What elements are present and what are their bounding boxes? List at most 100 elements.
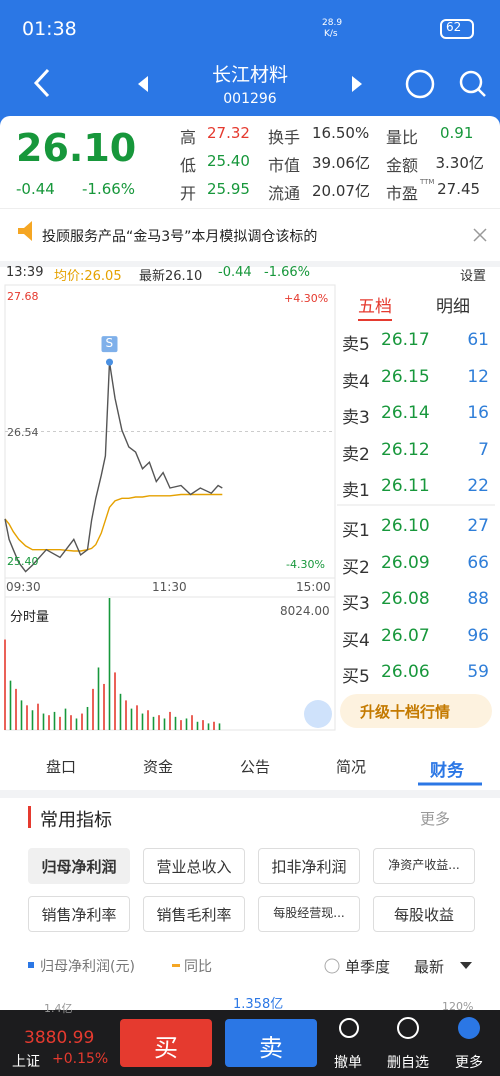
battery: 62 bbox=[446, 20, 462, 34]
book-tab[interactable]: 五档 bbox=[358, 297, 392, 317]
field-value: 20.07亿 bbox=[312, 182, 370, 200]
chip-label[interactable]: 销售毛利率 bbox=[156, 906, 232, 924]
period-select[interactable]: 最新 bbox=[414, 958, 445, 976]
search-icon[interactable] bbox=[459, 70, 483, 94]
book-side: 买3 bbox=[342, 594, 370, 615]
chip-label[interactable]: 扣非净利润 bbox=[271, 858, 347, 876]
volume-bar bbox=[37, 703, 39, 730]
volume-bar bbox=[81, 713, 83, 730]
field-value: 0.91 bbox=[439, 124, 474, 142]
chip-label[interactable]: 归母净利润 bbox=[41, 858, 117, 876]
volume-bar bbox=[147, 710, 149, 730]
marker-label: S bbox=[105, 336, 114, 351]
book-tab[interactable]: 明细 bbox=[436, 297, 470, 317]
sell-label[interactable]: 卖 bbox=[259, 1034, 283, 1062]
book-price: 26.15 bbox=[381, 366, 430, 387]
chart-header-change: -0.44 bbox=[218, 265, 252, 280]
cancel-icon[interactable] bbox=[339, 1018, 359, 1038]
volume-bar bbox=[191, 715, 193, 730]
dropdown-icon[interactable] bbox=[460, 962, 472, 969]
tab[interactable]: 资金 bbox=[143, 758, 174, 776]
chip[interactable] bbox=[258, 896, 360, 932]
prev-icon[interactable] bbox=[138, 76, 148, 92]
book-price: 26.07 bbox=[381, 625, 430, 646]
field-label: 量比 bbox=[386, 128, 419, 147]
price-line bbox=[4, 361, 223, 573]
chip-label[interactable]: 销售净利率 bbox=[41, 906, 117, 924]
more-link[interactable]: 更多 bbox=[420, 810, 451, 828]
volume-bar bbox=[174, 716, 177, 730]
chip[interactable] bbox=[143, 848, 245, 884]
volume-bar bbox=[180, 720, 182, 730]
field-value: 25.40 bbox=[207, 152, 250, 170]
chip[interactable] bbox=[373, 848, 475, 884]
field-value: 25.95 bbox=[207, 180, 250, 198]
action-label[interactable]: 撤单 bbox=[334, 1055, 362, 1071]
buy-button[interactable] bbox=[120, 1019, 212, 1067]
section-title: 常用指标 bbox=[40, 810, 112, 831]
chip[interactable] bbox=[258, 848, 360, 884]
book-volume: 22 bbox=[467, 476, 489, 497]
next-icon[interactable] bbox=[352, 76, 362, 92]
book-side: 卖1 bbox=[342, 481, 370, 502]
chip-label[interactable]: 净资产收益... bbox=[388, 858, 460, 872]
book-volume: 66 bbox=[467, 552, 489, 573]
y-tick-label: 27.68 bbox=[7, 290, 39, 303]
sell-button[interactable] bbox=[225, 1019, 317, 1067]
pct-label: -4.30% bbox=[286, 558, 325, 571]
pct-label: +4.30% bbox=[284, 292, 329, 305]
action-label[interactable]: 更多 bbox=[455, 1055, 483, 1071]
marker-dot bbox=[106, 358, 113, 366]
close-icon[interactable] bbox=[473, 228, 487, 242]
upgrade-button[interactable] bbox=[340, 694, 492, 728]
book-side: 买1 bbox=[342, 521, 370, 541]
tab[interactable]: 公告 bbox=[240, 758, 271, 776]
axis-label: 120% bbox=[442, 1000, 474, 1013]
volume-bar bbox=[103, 683, 105, 730]
remove-icon[interactable] bbox=[397, 1017, 419, 1039]
more-icon[interactable] bbox=[458, 1017, 480, 1039]
volume-bar bbox=[86, 706, 89, 730]
volume-bar bbox=[185, 718, 188, 730]
chip-label[interactable]: 每股收益 bbox=[393, 906, 455, 924]
book-volume: 88 bbox=[467, 589, 489, 610]
volume-max: 8024.00 bbox=[280, 604, 330, 618]
service-icon[interactable] bbox=[405, 69, 435, 99]
stock-code: 001296 bbox=[223, 91, 277, 107]
price: 26.10 bbox=[16, 126, 137, 170]
radio[interactable] bbox=[324, 958, 340, 974]
chart-header-avg: 均价:26.05 bbox=[54, 269, 122, 284]
volume-bar bbox=[119, 693, 122, 730]
axis-label: 1.4亿 bbox=[44, 1002, 73, 1015]
chip[interactable] bbox=[28, 848, 130, 884]
book-side: 卖5 bbox=[342, 335, 370, 355]
chip-label[interactable]: 每股经营现... bbox=[273, 906, 345, 920]
tab[interactable]: 财务 bbox=[430, 761, 464, 781]
upgrade-label[interactable]: 升级十档行情 bbox=[360, 703, 451, 721]
book-price: 26.09 bbox=[381, 552, 430, 573]
volume-bar bbox=[42, 713, 45, 730]
expand-icon[interactable] bbox=[304, 700, 332, 728]
field-value: 39.06亿 bbox=[312, 154, 370, 172]
notice[interactable]: 投顾服务产品“金马3号”本月模拟调仓该标的 bbox=[42, 229, 318, 245]
chip-label[interactable]: 营业总收入 bbox=[156, 858, 232, 876]
book-price: 26.14 bbox=[381, 403, 430, 424]
back-icon[interactable] bbox=[33, 68, 50, 98]
book-price: 26.12 bbox=[381, 439, 430, 460]
x-tick-label: 09:30 bbox=[6, 580, 41, 594]
quarter-toggle[interactable]: 单季度 bbox=[345, 958, 391, 976]
action-label[interactable]: 删自选 bbox=[387, 1055, 429, 1071]
volume-bar bbox=[92, 688, 94, 730]
buy-label[interactable]: 买 bbox=[154, 1034, 178, 1062]
chip[interactable] bbox=[373, 896, 475, 932]
chip[interactable] bbox=[143, 896, 245, 932]
tab[interactable]: 盘口 bbox=[46, 758, 77, 776]
volume-bar bbox=[152, 716, 155, 730]
index-name: 上证 bbox=[12, 1054, 40, 1070]
tab[interactable]: 简况 bbox=[336, 758, 367, 776]
chip[interactable] bbox=[28, 896, 130, 932]
volume-bar bbox=[48, 715, 50, 730]
field-label: 金额 bbox=[386, 156, 419, 175]
